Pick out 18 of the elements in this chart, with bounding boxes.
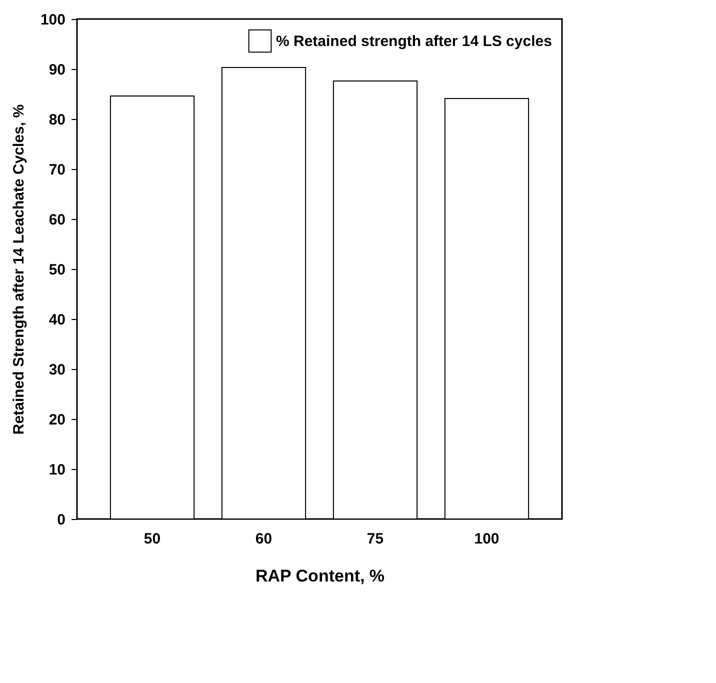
x-axis-title: RAP Content, % [255,566,385,586]
x-tick-label: 50 [144,530,161,548]
y-tick-label: 40 [48,312,66,328]
x-tick-label: 75 [366,530,384,548]
y-tick-label: 20 [48,412,66,428]
y-tick-label: 70 [48,162,66,178]
y-tick-label: 100 [40,12,66,28]
y-tick-label: 50 [48,262,66,278]
y-tick-label: 90 [48,62,66,78]
y-tick-label: 80 [48,112,66,128]
y-tick-label: 0 [57,512,66,528]
x-tick-label: 100 [474,530,500,548]
y-tick-label: 30 [48,362,66,378]
y-tick-label: 10 [48,462,66,478]
x-tick-label: 60 [255,530,272,548]
y-axis-title: Retained Strength after 14 Leachate Cycles, % [10,104,28,435]
y-tick-label: 60 [48,212,66,228]
legend-label: % Retained strength after 14 LS cycles [276,33,552,50]
